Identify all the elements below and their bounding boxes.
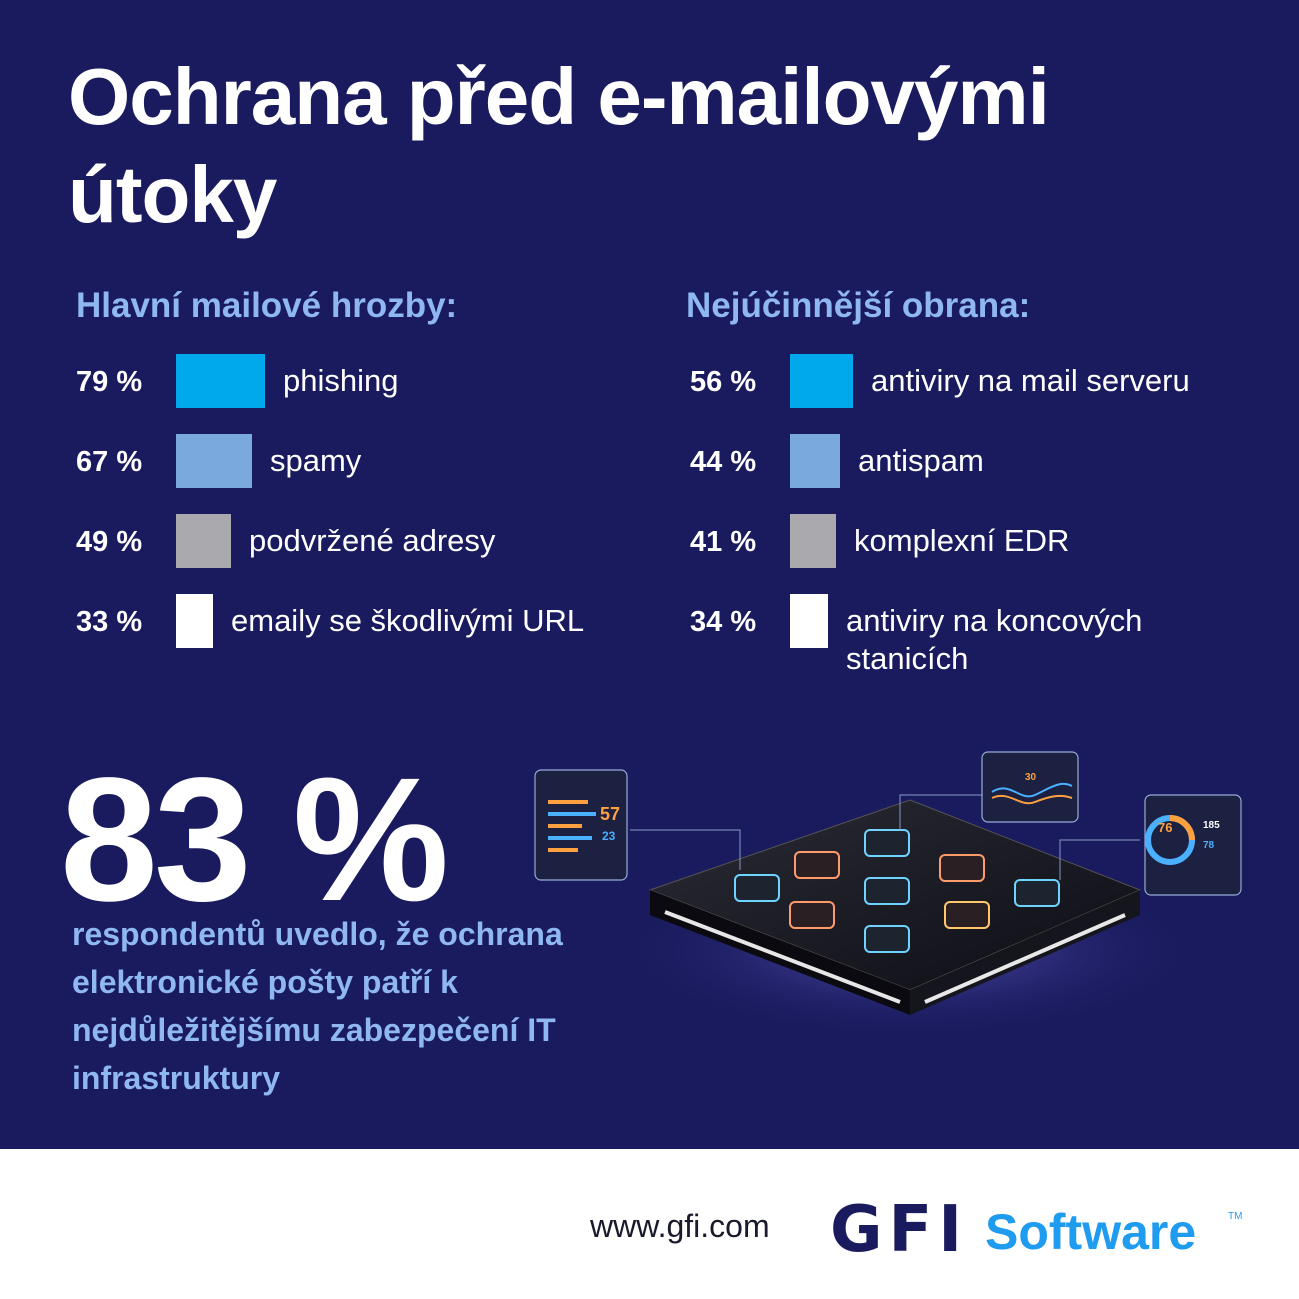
threats-label: podvržené adresy	[249, 523, 496, 558]
bar-panel-value-2: 23	[602, 829, 616, 843]
defense-bar	[790, 514, 836, 568]
threats-percent-label: 67 %	[76, 446, 143, 478]
device-side-left	[650, 890, 910, 1015]
logo-trademark: TM	[1228, 1211, 1242, 1222]
defense-label: antiviry na mail serveru	[871, 363, 1190, 398]
defense-row: 41 % komplexní EDR	[690, 514, 1250, 570]
defense-bar	[790, 434, 840, 488]
defense-percent-label: 41 %	[690, 526, 757, 558]
defense-row: 34 % antiviry na koncových stanicích	[690, 594, 1250, 676]
threats-bar	[176, 354, 265, 408]
threats-bar	[176, 514, 231, 568]
threats-row: 49 % podvržené adresy	[76, 514, 636, 570]
defense-bar	[790, 354, 853, 408]
bar-panel-value-1: 57	[600, 804, 620, 824]
dark-background: Ochrana před e-mailovými útoky Hlavní ma…	[0, 0, 1299, 1149]
defense-heading: Nejúčinnější obrana:	[686, 286, 1031, 325]
footer	[0, 1149, 1299, 1299]
page-title: Ochrana před e-mailovými útoky	[68, 52, 1050, 239]
threats-bar	[176, 594, 213, 648]
defense-percent-label: 56 %	[690, 366, 757, 398]
website-link[interactable]: www.gfi.com	[590, 1208, 770, 1244]
defense-bar	[790, 594, 828, 648]
gfi-software-logo: GFI Software TM	[830, 1193, 1242, 1263]
threats-percent-label: 49 %	[76, 526, 143, 558]
highlight-text: respondentů uvedlo, že ochrana elektroni…	[72, 916, 563, 1096]
threats-row: 67 % spamy	[76, 434, 636, 490]
threats-row: 33 % emaily se škodlivými URL	[76, 594, 636, 650]
threats-row: 79 % phishing	[76, 354, 636, 410]
logo-mark: GFI	[830, 1193, 968, 1263]
donut-panel-value-2: 185	[1203, 820, 1220, 831]
defense-percent-label: 34 %	[690, 606, 757, 638]
threats-label: spamy	[270, 443, 362, 478]
threats-label: emaily se škodlivými URL	[231, 603, 585, 638]
panel-line-graph: 30	[981, 751, 1079, 823]
panel-donut-chart: 76 185 78	[1144, 794, 1242, 896]
device-keys	[734, 829, 1060, 953]
threats-percent-label: 33 %	[76, 606, 143, 638]
threats-heading: Hlavní mailové hrozby:	[76, 286, 458, 325]
threats-bar	[176, 434, 252, 488]
defense-row: 56 % antiviry na mail serveru	[690, 354, 1250, 410]
defense-row: 44 % antispam	[690, 434, 1250, 490]
threats-label: phishing	[283, 363, 399, 398]
defense-percent-label: 44 %	[690, 446, 757, 478]
line-panel-value: 30	[1025, 772, 1037, 783]
defense-label: komplexní EDR	[854, 523, 1070, 558]
defense-label: antiviry na koncových stanicích	[846, 603, 1143, 676]
defense-label: antispam	[858, 443, 984, 478]
logo-word: Software	[985, 1204, 1196, 1260]
donut-panel-value-1: 76	[1158, 820, 1172, 835]
threats-percent-label: 79 %	[76, 366, 143, 398]
highlight-value: 83 %	[60, 742, 449, 938]
donut-panel-value-3: 78	[1203, 840, 1215, 851]
panel-bar-graph: 57 23	[534, 769, 628, 881]
device-illustration: 57 23 30 76 185 78	[534, 751, 1242, 1040]
